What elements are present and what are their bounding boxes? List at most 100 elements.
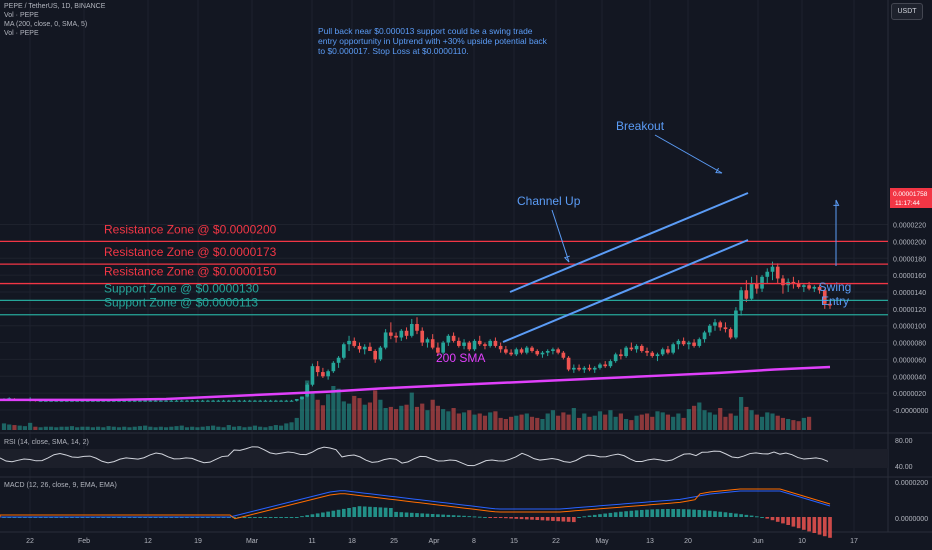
volume-bar <box>691 405 697 430</box>
candle-body <box>822 290 827 304</box>
volume-bar <box>211 425 216 430</box>
volume-bar <box>780 417 786 430</box>
volume-bar <box>90 427 95 430</box>
candle-body <box>707 325 712 333</box>
volume-bar <box>733 415 738 430</box>
volume-bar <box>671 416 676 430</box>
candle-body <box>624 347 628 357</box>
volume-bar <box>707 412 712 430</box>
breakout-arrow <box>654 134 723 174</box>
macd-histogram-bar <box>608 512 613 517</box>
candle-body <box>310 366 315 385</box>
volume-bar <box>273 425 278 430</box>
macd-histogram-bar <box>749 515 754 517</box>
macd-histogram-bar <box>425 513 430 517</box>
volume-bar <box>550 410 556 430</box>
macd-histogram-bar <box>556 517 560 522</box>
volume-bar <box>38 427 43 430</box>
y-tick-label: 0.0000160 <box>893 273 926 280</box>
macd-histogram-bar <box>666 509 670 517</box>
volume-bar <box>644 413 650 430</box>
volume-bar <box>174 426 179 430</box>
volume-bar <box>739 397 744 430</box>
y-tick-label: 0.0000140 <box>893 290 926 297</box>
volume-bar <box>535 417 540 430</box>
volume-bar <box>33 426 38 430</box>
candle-body <box>409 324 414 336</box>
candle-body <box>551 349 555 351</box>
candle-body <box>451 335 456 341</box>
volume-bar <box>237 426 242 430</box>
candle-body <box>268 400 273 402</box>
macd-histogram-bar <box>331 510 336 517</box>
candle-body <box>357 345 362 350</box>
candle-body <box>498 345 503 350</box>
price-tag-countdown: 11:17:44 <box>895 200 920 207</box>
rsi-label: RSI (14, close, SMA, 14, 2) <box>4 439 89 446</box>
macd-histogram-bar <box>430 514 435 517</box>
candle-body <box>300 396 304 400</box>
volume-bar <box>806 416 812 430</box>
volume-bar <box>43 426 48 430</box>
macd-histogram-bar <box>671 509 675 517</box>
volume-bar <box>608 410 613 430</box>
volume-bar <box>357 398 362 430</box>
volume-bar <box>618 413 623 430</box>
volume-bar <box>576 417 582 430</box>
volume-bar <box>116 427 122 430</box>
candle-body <box>671 344 675 353</box>
candle-body <box>770 266 775 272</box>
macd-histogram-bar <box>441 514 445 517</box>
volume-bar <box>169 426 174 430</box>
x-tick-label: 13 <box>646 538 654 545</box>
candle-body <box>645 350 649 353</box>
candle-body <box>200 400 205 402</box>
volume-bar <box>676 413 681 430</box>
volume-bar <box>712 414 718 430</box>
candle-body <box>598 364 602 368</box>
candle-body <box>185 400 189 402</box>
volume-bar <box>22 426 28 430</box>
macd-histogram-bar <box>294 517 299 518</box>
macd-histogram-bar <box>681 509 686 517</box>
macd-histogram-bar <box>341 508 346 517</box>
volume-bar <box>566 414 571 430</box>
volume-bar <box>409 392 414 430</box>
x-tick-label: 25 <box>390 538 398 545</box>
volume-bar <box>592 415 597 430</box>
candle-body <box>812 286 817 289</box>
sma-label: 200 SMA <box>436 351 485 365</box>
macd-histogram-bar <box>524 517 529 520</box>
macd-histogram-bar <box>634 510 639 517</box>
volume-bar <box>770 413 775 430</box>
candle-body <box>472 340 477 350</box>
x-tick-label: 22 <box>552 538 560 545</box>
currency-button[interactable]: USDT <box>891 3 923 20</box>
breakout-arrow-head <box>715 167 723 174</box>
candle-body <box>519 349 524 353</box>
macd-histogram-bar <box>786 517 791 525</box>
candle-body <box>347 340 351 345</box>
volume-bar <box>765 412 770 430</box>
candle-body <box>760 276 764 289</box>
volume-bar <box>158 426 163 430</box>
y-tick-label: 0.0000020 <box>893 391 926 398</box>
macd-histogram-bar <box>326 511 330 517</box>
macd-histogram-bar <box>289 517 294 518</box>
candle-body <box>535 350 540 355</box>
candle-body <box>456 340 461 346</box>
volume-bar <box>352 395 357 430</box>
volume-bar <box>336 388 341 430</box>
x-tick-label: 17 <box>850 538 858 545</box>
candle-body <box>336 357 341 363</box>
volume-bar <box>624 419 629 430</box>
candle-body <box>462 342 466 346</box>
volume-bar <box>801 417 806 430</box>
candle-body <box>389 332 393 336</box>
macd-histogram-bar <box>258 517 262 518</box>
candle-body <box>80 400 85 402</box>
candle-body <box>723 327 728 330</box>
volume-bar <box>556 415 561 430</box>
candle-body <box>807 285 811 289</box>
